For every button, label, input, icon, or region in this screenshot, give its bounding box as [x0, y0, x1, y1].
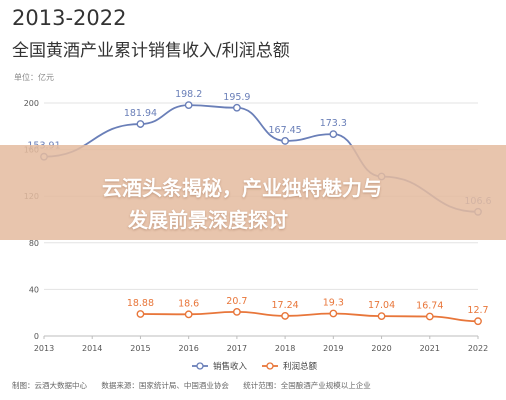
unit-label: 单位：亿元	[14, 73, 54, 82]
data-point	[377, 312, 386, 321]
data-point	[184, 310, 193, 319]
data-label: 12.7	[467, 305, 488, 316]
data-point	[425, 312, 434, 321]
data-label: 18.6	[178, 298, 199, 309]
x-tick-label: 2014	[82, 344, 102, 353]
data-point	[136, 120, 145, 128]
data-point	[281, 137, 290, 145]
data-label: 19.3	[323, 298, 344, 309]
chart-subtitle: 全国黄酒产业累计销售收入/利润总额	[12, 41, 290, 61]
data-point	[232, 307, 241, 316]
footer-source: 数据来源：国家统计局、中国酒业协会	[101, 381, 229, 390]
x-tick-label: 2016	[178, 344, 198, 353]
x-tick-label: 2021	[420, 344, 440, 353]
y-tick-label: 0	[34, 332, 39, 341]
legend-label: 利润总额	[283, 361, 318, 372]
legend-swatch-marker	[196, 362, 204, 370]
headline-banner	[0, 145, 506, 240]
chart-title: 2013-2022	[12, 6, 127, 30]
x-tick-label: 2013	[34, 344, 54, 353]
data-point	[184, 101, 193, 109]
x-tick-label: 2019	[323, 344, 343, 353]
legend-swatch-marker	[266, 362, 274, 370]
data-label: 173.3	[320, 118, 347, 129]
data-point	[136, 310, 145, 318]
x-tick-label: 2015	[130, 344, 150, 353]
data-label: 198.2	[175, 89, 202, 100]
x-tick-label: 2020	[371, 344, 391, 353]
banner-headline-line-2: 发展前景深度探讨	[128, 208, 288, 232]
x-tick-label: 2017	[227, 344, 247, 353]
data-label: 17.24	[272, 300, 299, 311]
data-label: 20.7	[226, 296, 247, 307]
footer-note: 统计范围：全国酿酒产业规模以上企业	[243, 381, 371, 390]
data-point	[474, 317, 482, 326]
data-label: 17.04	[368, 300, 395, 311]
data-point	[232, 103, 241, 112]
data-label: 18.88	[127, 298, 154, 309]
legend-label: 销售收入	[213, 361, 248, 372]
x-tick-label: 2018	[275, 344, 295, 353]
data-point	[329, 130, 338, 139]
banner-headline-line-1: 云酒头条揭秘，产业独特魅力与	[102, 176, 382, 200]
data-point	[329, 309, 338, 318]
y-tick-label: 40	[29, 285, 39, 294]
legend: 销售收入 利润总额	[192, 361, 318, 372]
chart-footer: 制图：云酒大数据中心 数据来源：国家统计局、中国酒业协会 统计范围：全国酿酒产业…	[12, 380, 502, 391]
x-tick-label: 2022	[468, 344, 488, 353]
data-label: 195.9	[223, 92, 250, 103]
y-tick-label: 200	[24, 99, 39, 108]
data-point	[281, 312, 290, 320]
data-label: 16.74	[416, 300, 443, 311]
data-label: 181.94	[124, 108, 157, 119]
y-tick-label: 80	[29, 239, 39, 248]
series-line-2	[140, 310, 479, 323]
data-label: 167.45	[268, 125, 301, 136]
footer-producer: 制图：云酒大数据中心	[12, 381, 87, 390]
